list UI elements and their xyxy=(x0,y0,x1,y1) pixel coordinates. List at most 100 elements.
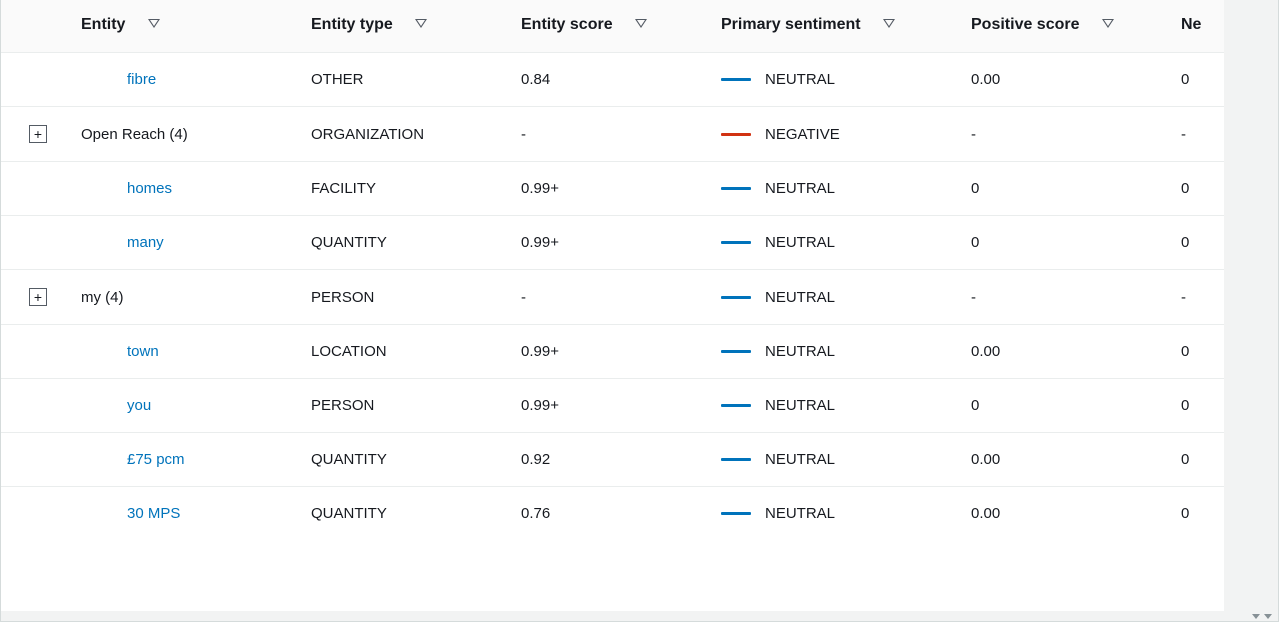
col-header-type[interactable]: Entity type xyxy=(291,0,501,53)
cell-sentiment: NEUTRAL xyxy=(701,161,951,215)
entity-link[interactable]: town xyxy=(81,343,159,360)
cell-negative: 0 xyxy=(1161,53,1224,106)
cell-sentiment: NEUTRAL xyxy=(701,378,951,432)
cell-negative: 0 xyxy=(1161,486,1224,540)
cell-sentiment: NEUTRAL xyxy=(701,432,951,486)
cell-positive: 0.00 xyxy=(951,53,1161,106)
cell-positive: 0.00 xyxy=(951,486,1161,540)
cell-score: - xyxy=(501,106,701,161)
cell-expand xyxy=(1,378,61,432)
cell-entity: 30 MPS xyxy=(61,486,291,540)
cell-type: FACILITY xyxy=(291,161,501,215)
sentiment-bar-icon xyxy=(721,241,751,244)
cell-entity: fibre xyxy=(61,53,291,106)
cell-negative: 0 xyxy=(1161,432,1224,486)
expand-icon[interactable]: + xyxy=(29,125,47,143)
entity-table: Entity Entity type Entity score Primary … xyxy=(1,0,1224,540)
cell-negative: 0 xyxy=(1161,161,1224,215)
filter-icon[interactable] xyxy=(415,19,427,28)
cell-type: PERSON xyxy=(291,269,501,324)
entity-link[interactable]: homes xyxy=(81,180,172,197)
cell-entity: homes xyxy=(61,161,291,215)
cell-score: 0.99+ xyxy=(501,378,701,432)
cell-score: 0.99+ xyxy=(501,324,701,378)
entity-sentiment-panel: Entity Entity type Entity score Primary … xyxy=(0,0,1279,622)
cell-expand xyxy=(1,324,61,378)
cell-expand: + xyxy=(1,269,61,324)
cell-positive: 0.00 xyxy=(951,324,1161,378)
col-header-sentiment[interactable]: Primary sentiment xyxy=(701,0,951,53)
cell-entity: £75 pcm xyxy=(61,432,291,486)
cell-expand xyxy=(1,215,61,269)
cell-sentiment: NEUTRAL xyxy=(701,324,951,378)
cell-score: - xyxy=(501,269,701,324)
cell-sentiment: NEUTRAL xyxy=(701,486,951,540)
cell-expand xyxy=(1,486,61,540)
sentiment-label: NEUTRAL xyxy=(765,397,835,414)
table-row: +Open Reach (4)ORGANIZATION-NEGATIVE-- xyxy=(1,106,1224,161)
cell-type: QUANTITY xyxy=(291,215,501,269)
entity-link[interactable]: 30 MPS xyxy=(81,505,180,522)
sentiment-bar-icon xyxy=(721,133,751,136)
cell-positive: - xyxy=(951,106,1161,161)
sentiment-bar-icon xyxy=(721,512,751,515)
cell-sentiment: NEGATIVE xyxy=(701,106,951,161)
cell-negative: - xyxy=(1161,106,1224,161)
sentiment-label: NEUTRAL xyxy=(765,505,835,522)
expand-icon[interactable]: + xyxy=(29,288,47,306)
col-header-score[interactable]: Entity score xyxy=(501,0,701,53)
vertical-scrollbar[interactable] xyxy=(1224,0,1278,611)
entity-link[interactable]: many xyxy=(81,234,164,251)
cell-expand xyxy=(1,53,61,106)
cell-type: QUANTITY xyxy=(291,432,501,486)
table-row: 30 MPS QUANTITY0.76 NEUTRAL 0.000 xyxy=(1,486,1224,540)
cell-type: LOCATION xyxy=(291,324,501,378)
cell-score: 0.99+ xyxy=(501,161,701,215)
table-row: +my (4)PERSON-NEUTRAL-- xyxy=(1,269,1224,324)
sentiment-bar-icon xyxy=(721,404,751,407)
table-row: homesFACILITY0.99+NEUTRAL00 xyxy=(1,161,1224,215)
filter-icon[interactable] xyxy=(148,19,160,28)
table-row: manyQUANTITY0.99+NEUTRAL00 xyxy=(1,215,1224,269)
horizontal-scrollbar[interactable] xyxy=(1,611,1224,621)
chevron-down-icon[interactable] xyxy=(1252,614,1260,619)
col-header-negative-label: Ne xyxy=(1181,16,1201,34)
cell-type: QUANTITY xyxy=(291,486,501,540)
col-header-entity-label: Entity xyxy=(81,16,125,34)
filter-icon[interactable] xyxy=(1102,19,1114,28)
col-header-positive[interactable]: Positive score xyxy=(951,0,1161,53)
cell-positive: 0.00 xyxy=(951,432,1161,486)
chevron-down-icon[interactable] xyxy=(1264,614,1272,619)
sentiment-label: NEUTRAL xyxy=(765,289,835,306)
entity-text: Open Reach (4) xyxy=(81,126,188,143)
col-header-entity[interactable]: Entity xyxy=(61,0,291,53)
sentiment-label: NEUTRAL xyxy=(765,71,835,88)
entity-link[interactable]: £75 pcm xyxy=(81,451,185,468)
cell-entity: town xyxy=(61,324,291,378)
cell-negative: - xyxy=(1161,269,1224,324)
sentiment-bar-icon xyxy=(721,187,751,190)
col-header-negative[interactable]: Ne xyxy=(1161,0,1224,53)
cell-score: 0.76 xyxy=(501,486,701,540)
cell-expand xyxy=(1,432,61,486)
cell-sentiment: NEUTRAL xyxy=(701,269,951,324)
col-header-score-label: Entity score xyxy=(521,16,613,34)
cell-negative: 0 xyxy=(1161,378,1224,432)
scroll-corner xyxy=(1224,611,1278,621)
entity-link[interactable]: fibre xyxy=(81,71,156,88)
cell-expand xyxy=(1,161,61,215)
table-row: £75 pcmQUANTITY0.92NEUTRAL0.000 xyxy=(1,432,1224,486)
sentiment-bar-icon xyxy=(721,296,751,299)
entity-link[interactable]: you xyxy=(81,397,151,414)
cell-positive: 0 xyxy=(951,378,1161,432)
cell-score: 0.84 xyxy=(501,53,701,106)
filter-icon[interactable] xyxy=(635,19,647,28)
entity-text: my (4) xyxy=(81,289,124,306)
table-header-row: Entity Entity type Entity score Primary … xyxy=(1,0,1224,53)
cell-entity: many xyxy=(61,215,291,269)
cell-type: OTHER xyxy=(291,53,501,106)
sentiment-label: NEUTRAL xyxy=(765,180,835,197)
sentiment-label: NEUTRAL xyxy=(765,451,835,468)
table-row: townLOCATION0.99+NEUTRAL0.000 xyxy=(1,324,1224,378)
filter-icon[interactable] xyxy=(883,19,895,28)
